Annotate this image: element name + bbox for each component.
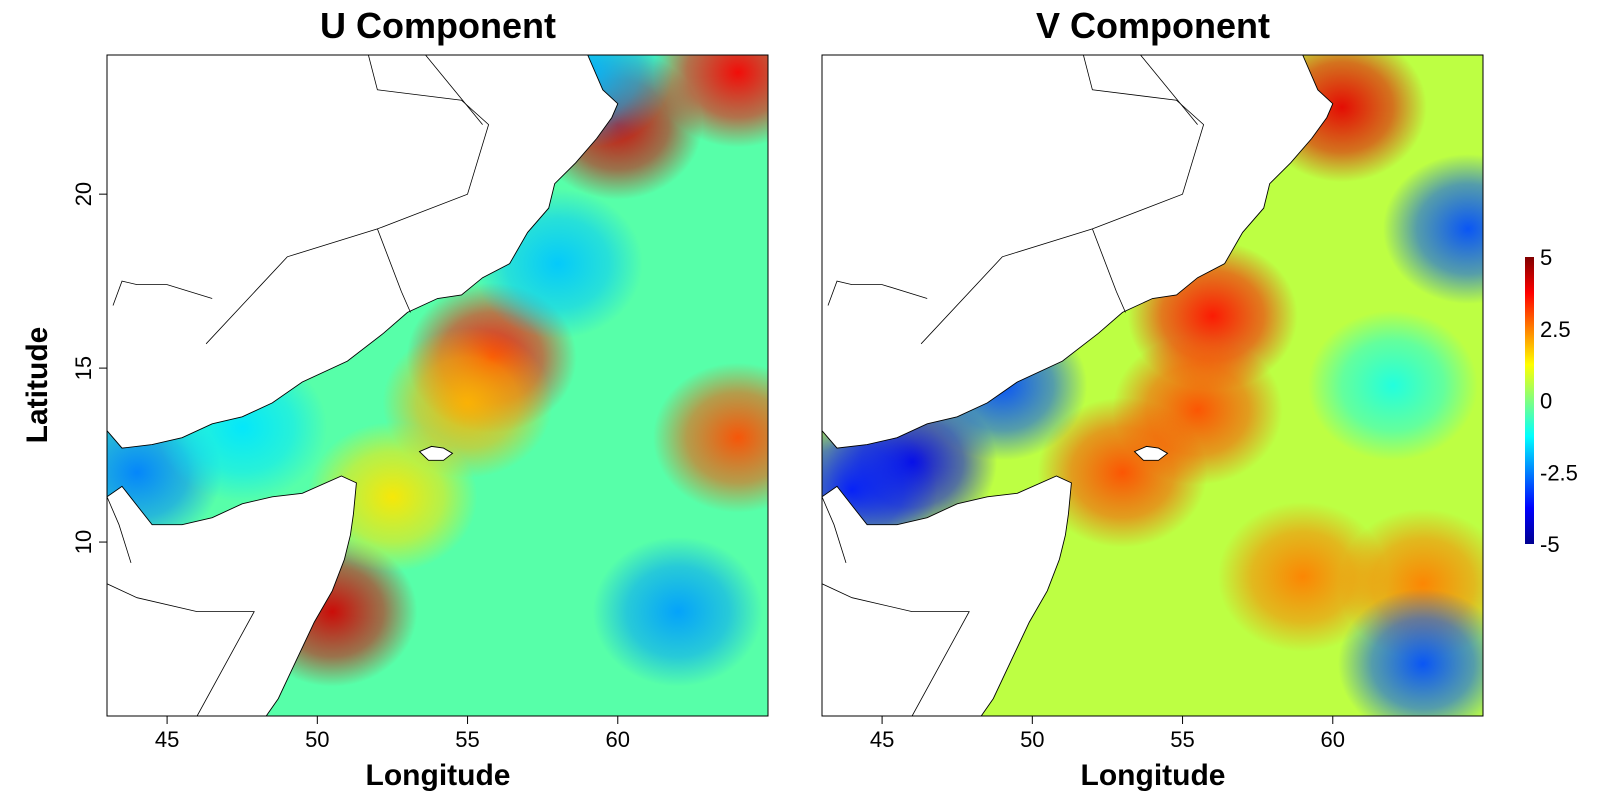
country-border (205, 55, 490, 345)
panel-title: V Component (1036, 5, 1270, 46)
country-border (112, 280, 213, 306)
colorbar-tick-label: -2.5 (1540, 460, 1578, 485)
field-anomaly (652, 362, 768, 513)
colorbar-tick-label: 2.5 (1540, 317, 1571, 342)
y-axis-title: Latitude (21, 327, 54, 444)
colorbar-tick-label: -5 (1540, 532, 1560, 557)
country-border (827, 280, 928, 306)
x-tick-label: 50 (1020, 727, 1044, 752)
country-border (822, 496, 847, 564)
x-tick-label: 55 (455, 727, 479, 752)
country-border (1140, 55, 1198, 125)
y-tick-label: 20 (71, 182, 96, 206)
colorbar-legend: 5 2.5 0 -2.5 -5 (1525, 245, 1578, 557)
v-component-panel: V Component 45 50 55 60 Longitude (821, 5, 1484, 792)
field-anomaly (1217, 501, 1388, 652)
country-border (107, 583, 255, 716)
socotra-island (418, 445, 454, 461)
field-anomaly (1383, 153, 1483, 304)
arabian-peninsula-land (822, 55, 1334, 449)
field-anomaly (592, 536, 763, 687)
horn-of-africa-land (107, 475, 357, 716)
field-anomaly (652, 55, 768, 148)
field-anomaly (382, 327, 553, 478)
map-plot-area (822, 55, 1483, 716)
x-axis-title: Longitude (366, 759, 511, 792)
field-anomaly (1037, 397, 1208, 548)
country-border (107, 496, 132, 564)
y-tick-label: 10 (71, 530, 96, 554)
axis-ticks: 45 50 55 60 10 15 20 (71, 182, 630, 752)
field-anomaly (1337, 588, 1483, 716)
panel-title: U Component (320, 5, 556, 46)
u-component-panel: U Component 45 50 55 60 10 15 20 Longitude Lat… (21, 5, 769, 792)
y-tick-label: 15 (71, 356, 96, 380)
plot-frame (821, 54, 1484, 717)
plot-frame (106, 54, 769, 717)
colorbar-labels: 5 2.5 0 -2.5 -5 (1540, 245, 1578, 557)
x-tick-label: 60 (606, 727, 630, 752)
country-border (920, 55, 1205, 345)
colorbar-tick-label: 0 (1540, 389, 1552, 414)
country-border (425, 55, 483, 125)
socotra-island (1133, 445, 1169, 461)
country-border (377, 228, 411, 313)
country-border (822, 583, 970, 716)
axis-ticks: 45 50 55 60 (870, 716, 1345, 752)
x-tick-label: 50 (305, 727, 329, 752)
field-anomaly (1307, 310, 1478, 461)
land-layer (107, 55, 619, 716)
land-layer (822, 55, 1334, 716)
map-plot-area (107, 55, 768, 716)
colorbar-ramp (1525, 257, 1534, 544)
x-tick-label: 45 (155, 727, 179, 752)
x-tick-label: 45 (870, 727, 894, 752)
country-border (1092, 228, 1126, 313)
x-tick-label: 60 (1321, 727, 1345, 752)
colorbar-tick-label: 5 (1540, 245, 1552, 270)
arabian-peninsula-land (107, 55, 619, 449)
x-axis-title: Longitude (1081, 759, 1226, 792)
horn-of-africa-land (822, 475, 1072, 716)
x-tick-label: 55 (1170, 727, 1194, 752)
